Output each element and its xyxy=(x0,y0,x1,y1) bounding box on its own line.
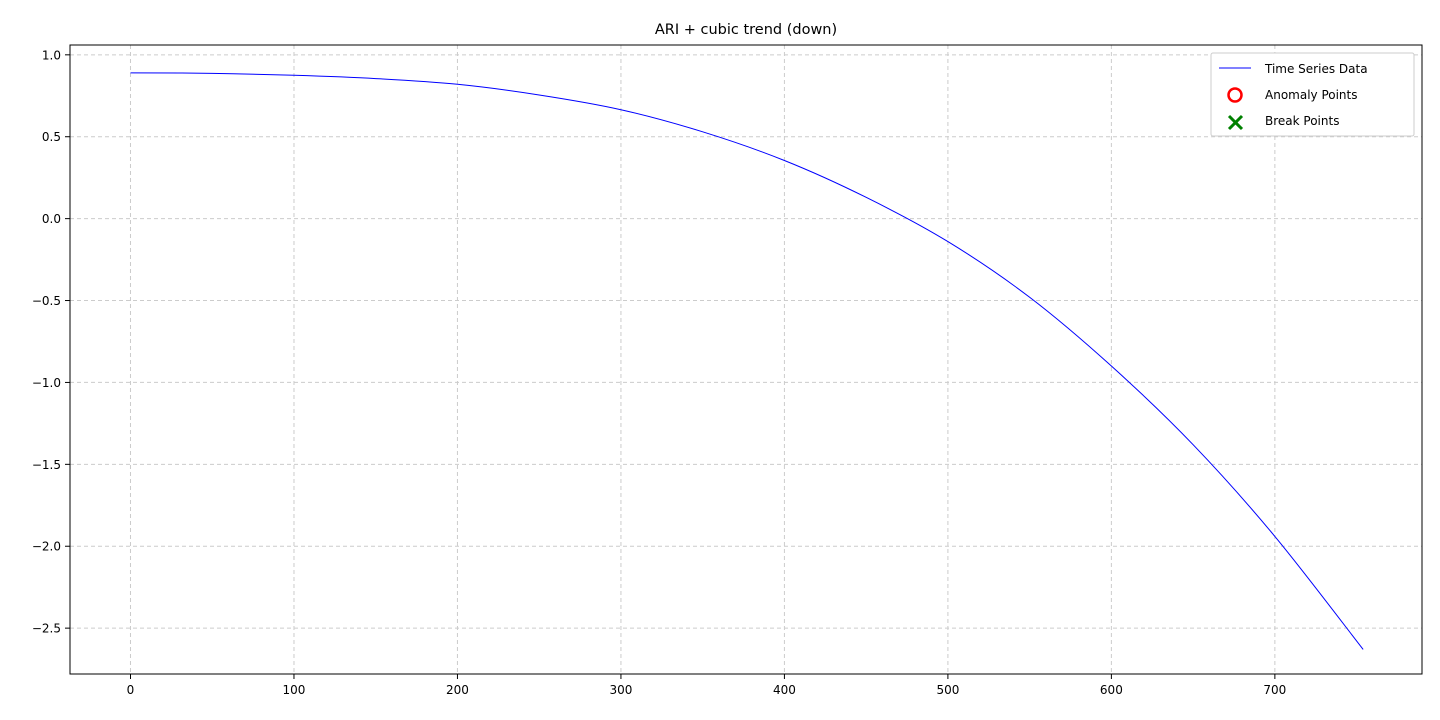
legend-label-time-series: Time Series Data xyxy=(1264,62,1368,76)
x-tick-label: 0 xyxy=(127,683,135,697)
y-tick-label: 0.5 xyxy=(42,130,61,144)
ticks-layer: 0 100 200 300 400 500 600 700 1.0 0.5 0.0 −0.5 −1.0 −… xyxy=(32,48,1286,697)
series-layer xyxy=(130,72,1364,650)
grid-layer xyxy=(70,45,1422,674)
legend-box xyxy=(1210,52,1415,137)
plot-frame xyxy=(69,44,1423,675)
y-tick-label: −2.5 xyxy=(32,622,61,636)
y-tick-label: 1.0 xyxy=(42,48,61,62)
legend-anomaly-marker xyxy=(1227,87,1243,103)
y-tick-label: −1.5 xyxy=(32,458,61,472)
x-tick-label: 100 xyxy=(283,683,306,697)
series-line-time-series xyxy=(130,72,1364,650)
y-tick-label: −1.0 xyxy=(32,376,61,390)
legend-label-anomaly: Anomaly Points xyxy=(1265,88,1358,102)
y-tick-label: 0.0 xyxy=(42,212,61,226)
x-tick-label: 500 xyxy=(936,683,959,697)
chart-title: ARI + cubic trend (down) xyxy=(655,22,837,38)
legend-break-marker xyxy=(1227,114,1244,131)
y-tick-label: −0.5 xyxy=(32,294,61,308)
x-tick-label: 400 xyxy=(773,683,796,697)
x-tick-label: 700 xyxy=(1263,683,1286,697)
legend-label-break: Break Points xyxy=(1265,114,1339,128)
y-tick-label: −2.0 xyxy=(32,540,61,554)
x-tick-label: 200 xyxy=(446,683,469,697)
x-tick-label: 600 xyxy=(1100,683,1123,697)
x-tick-label: 300 xyxy=(609,683,632,697)
legend: Time Series Data Anomaly Points Break Po… xyxy=(1210,52,1415,137)
